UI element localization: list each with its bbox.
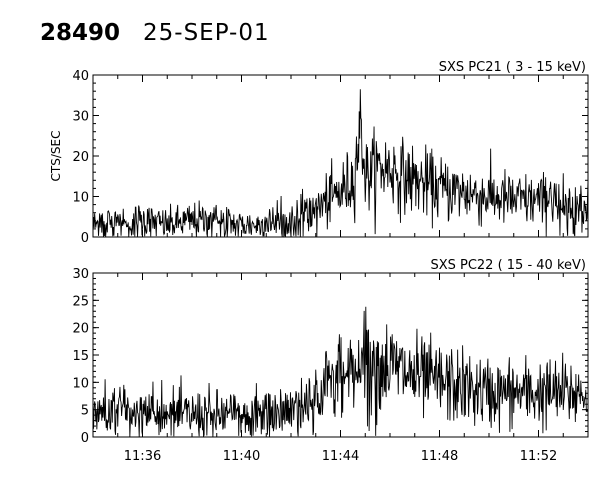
observation-date: 25-SEP-01 [143,20,270,46]
y-tick-label: 30 [72,267,89,282]
panel-1: SXS PC21 ( 3 - 15 keV) 0 10 20 30 40 CTS/SEC [49,60,589,246]
panels: SXS PC21 ( 3 - 15 keV)010203040CTS/SECSX… [49,60,589,464]
panel-title: SXS PC22 ( 15 - 40 keV) [430,258,586,273]
y-tick-label: 40 [72,69,89,84]
observation-id: 28490 [40,20,120,46]
x-tick-label: 11:44 [322,449,359,464]
plot-frame [92,74,589,238]
y-tick-label: 10 [72,191,89,206]
panel-title: SXS PC21 ( 3 - 15 keV) [439,60,586,75]
y-tick-label: 0 [81,431,89,446]
light-curve-line [92,89,589,238]
x-tick-label: 11:36 [124,449,161,464]
y-tick-label: 0 [81,231,89,246]
y-tick-label: 5 [81,404,89,419]
y-tick-label: 20 [72,322,89,337]
panel-2: SXS PC22 ( 15 - 40 keV) 0 5 10 15 20 25 30 11:36… [72,258,589,464]
x-tick-label: 11:48 [421,449,458,464]
y-tick-label: 10 [72,376,89,391]
x-tick-label: 11:40 [223,449,260,464]
light-curve-line [92,306,589,437]
y-tick-label: 20 [72,150,89,165]
y-tick-label: 25 [72,294,89,309]
y-tick-label: 15 [72,349,89,364]
y-axis-label: CTS/SEC [49,131,63,182]
y-tick-label: 30 [72,110,89,125]
x-tick-label: 11:52 [520,449,557,464]
